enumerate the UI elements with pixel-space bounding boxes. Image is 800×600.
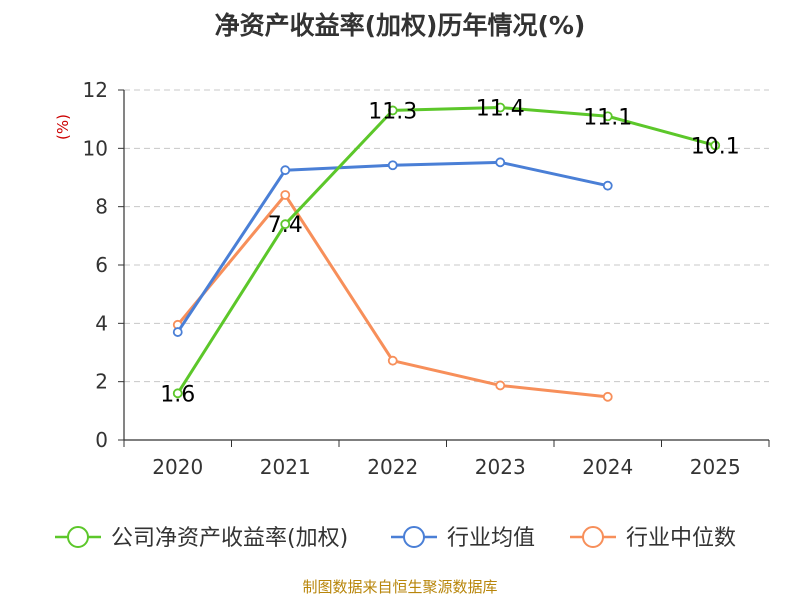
x-tick-label: 2022 xyxy=(367,455,418,479)
data-label: 7.4 xyxy=(268,213,303,238)
y-tick-label: 4 xyxy=(95,311,108,335)
data-point[interactable] xyxy=(495,102,506,113)
data-point[interactable] xyxy=(387,160,398,171)
legend-item[interactable]: 公司净资产收益率(加权) xyxy=(55,526,348,551)
data-point[interactable] xyxy=(710,140,721,151)
data-label: 1.6 xyxy=(160,382,195,407)
source-note: 制图数据来自恒生聚源数据库 xyxy=(302,578,497,596)
legend-label: 行业均值 xyxy=(447,526,535,551)
legend-item[interactable]: 行业中位数 xyxy=(570,526,736,551)
y-tick-label: 2 xyxy=(95,370,108,394)
y-axis-label: (%) xyxy=(54,114,72,140)
data-point[interactable] xyxy=(495,157,506,168)
data-label: 11.1 xyxy=(583,105,632,130)
data-point[interactable] xyxy=(495,380,506,391)
data-point[interactable] xyxy=(280,219,291,230)
data-label: 11.4 xyxy=(476,97,525,122)
y-tick-label: 12 xyxy=(83,78,108,102)
y-tick-label: 6 xyxy=(95,253,108,277)
data-point[interactable] xyxy=(172,327,183,337)
data-label: 10.1 xyxy=(691,134,740,159)
legend[interactable]: 公司净资产收益率(加权) 行业均值 行业中位数 xyxy=(55,526,736,551)
series-line xyxy=(176,106,716,395)
data-label: 11.3 xyxy=(368,99,417,124)
legend-marker-icon xyxy=(403,526,425,548)
legend-label: 行业中位数 xyxy=(626,526,736,551)
y-tick-label: 10 xyxy=(83,136,108,160)
data-point[interactable] xyxy=(280,165,291,176)
x-tick-label: 2025 xyxy=(690,455,741,479)
legend-item[interactable]: 行业均值 xyxy=(391,526,535,551)
legend-marker-icon xyxy=(582,526,604,548)
data-point[interactable] xyxy=(387,105,398,116)
chart-title: 净资产收益率(加权)历年情况(%) xyxy=(215,11,586,40)
y-tick-label: 8 xyxy=(95,195,108,219)
axes: 0 2 4 6 8 10 12 2020 2021 2022 2023 2024 2025 xyxy=(83,78,770,479)
data-labels: 1.6 7.4 11.3 11.4 11.1 10.1 xyxy=(160,97,739,408)
x-tick-label: 2021 xyxy=(260,455,311,479)
x-tick-label: 2024 xyxy=(582,455,633,479)
x-tick-label: 2023 xyxy=(475,455,526,479)
legend-marker-icon xyxy=(67,526,89,548)
x-tick-label: 2020 xyxy=(152,455,203,479)
series-line xyxy=(176,193,608,399)
series xyxy=(172,102,721,402)
data-point[interactable] xyxy=(602,111,613,122)
y-tick-label: 0 xyxy=(95,428,108,452)
legend-label: 公司净资产收益率(加权) xyxy=(111,526,348,551)
data-point[interactable] xyxy=(387,355,398,366)
data-point[interactable] xyxy=(602,391,613,402)
data-point[interactable] xyxy=(602,180,613,191)
grid-lines xyxy=(124,89,769,383)
data-point[interactable] xyxy=(172,388,183,399)
data-point[interactable] xyxy=(280,190,291,200)
